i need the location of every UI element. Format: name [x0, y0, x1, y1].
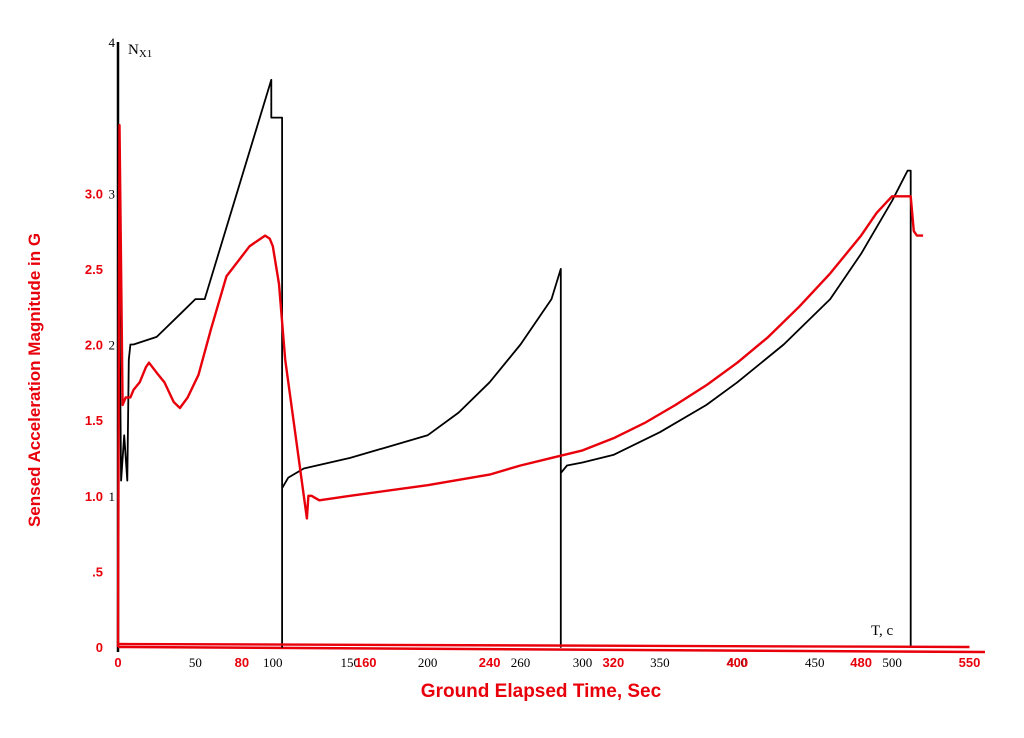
- x-tick-label-12: 350: [650, 655, 670, 670]
- x-tick-label-15: 450: [805, 655, 825, 670]
- x-tick-label-2: 50: [189, 655, 202, 670]
- x-tick-label-1: 0: [114, 655, 121, 670]
- axes-layer: [116, 42, 986, 654]
- y-tick-label-red-2: 2.5: [85, 262, 103, 277]
- y-tick-label-red-3: 2.0: [85, 338, 103, 353]
- overlay-x-axis-name: T, c: [871, 623, 894, 639]
- y-tick-label-red-6: .5: [92, 564, 103, 579]
- x-tick-label-5: 150: [340, 655, 360, 670]
- x-tick-label-13: 400: [728, 655, 748, 670]
- series-line-2: [116, 123, 924, 648]
- y-tick-label-black-4: 1: [109, 489, 116, 504]
- x-tick-label-4: 100: [263, 655, 283, 670]
- x-tick-label-9: 260: [511, 655, 531, 670]
- x-tick-label-3: 80: [235, 655, 249, 670]
- x-tick-label-6: 160: [355, 655, 377, 670]
- x-tick-label-10: 300: [573, 655, 593, 670]
- y-tick-label-red-7: 0: [96, 640, 103, 655]
- y-tick-label-black-2: 3: [109, 186, 116, 201]
- x-tick-label-16: 480: [850, 655, 872, 670]
- x-tick-label-7: 200: [418, 655, 438, 670]
- y-tick-label-black-1: 4: [109, 35, 116, 50]
- x-tick-label-14: 400: [726, 655, 748, 670]
- x-tick-label-11: 320: [603, 655, 625, 670]
- y-axis-label: Sensed Acceleration Magnitude in G: [25, 233, 44, 527]
- x-tick-label-18: 550: [959, 655, 981, 670]
- x-tick-label-17: 500: [882, 655, 902, 670]
- y-tick-label-red-5: 1.0: [85, 489, 103, 504]
- series-line-3: [117, 642, 970, 649]
- x-axis-label: Ground Elapsed Time, Sec: [421, 681, 662, 702]
- series-layer: [116, 78, 970, 649]
- y-tick-label-red-1: 3.0: [85, 186, 103, 201]
- y-tick-label-black-3: 2: [109, 338, 116, 353]
- x-tick-label-8: 240: [479, 655, 501, 670]
- overlay-y-axis-name: NX1: [128, 42, 152, 60]
- series-line-1: [117, 78, 912, 648]
- x-axis-line: [117, 645, 986, 654]
- y-tick-label-red-4: 1.5: [85, 413, 103, 428]
